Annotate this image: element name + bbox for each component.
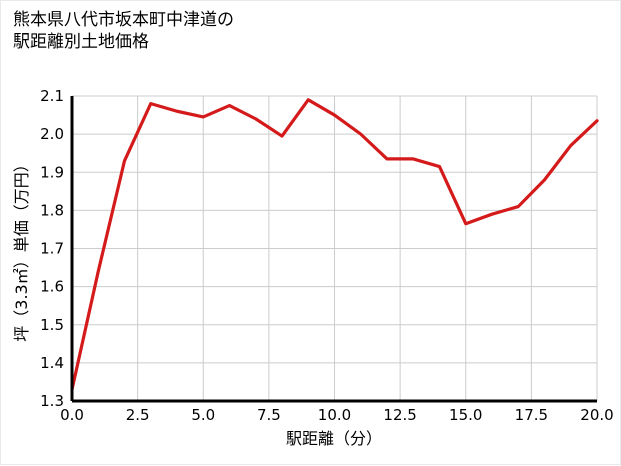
y-tick-labels: 1.3 1.4 1.5 1.6 1.7 1.8 1.9 2.0 2.1 — [40, 87, 64, 410]
x-tick-label: 0.0 — [60, 406, 84, 424]
y-tick-label: 1.6 — [40, 278, 64, 296]
x-tick-label: 20.0 — [580, 406, 613, 424]
y-tick-label: 1.7 — [40, 240, 64, 258]
x-axis-title: 駅距離（分） — [286, 429, 382, 448]
data-series-line — [70, 98, 599, 392]
y-tick-label: 1.5 — [40, 316, 64, 334]
page-title: 熊本県八代市坂本町中津道の 駅距離別土地価格 — [13, 10, 234, 53]
x-tick-label: 17.5 — [515, 406, 548, 424]
y-axis-title: 坪（3.3㎡）単価（万円） — [12, 156, 31, 341]
x-gridlines — [71, 96, 598, 401]
y-tick-label: 1.3 — [40, 392, 64, 410]
y-tick-label: 1.8 — [40, 201, 64, 219]
y-tick-label: 2.0 — [40, 125, 64, 143]
y-tick-label: 1.9 — [40, 163, 64, 181]
x-tick-label: 10.0 — [318, 406, 351, 424]
y-tick-label: 1.4 — [40, 354, 64, 372]
x-tick-label: 2.5 — [126, 406, 150, 424]
x-tick-label: 15.0 — [449, 406, 482, 424]
x-tick-label: 7.5 — [257, 406, 281, 424]
x-tick-label: 12.5 — [383, 406, 416, 424]
x-tick-label: 5.0 — [191, 406, 215, 424]
x-tick-labels: 0.0 2.5 5.0 7.5 10.0 12.5 15.0 17.5 20.0 — [60, 406, 614, 424]
y-tick-label: 2.1 — [40, 87, 64, 105]
